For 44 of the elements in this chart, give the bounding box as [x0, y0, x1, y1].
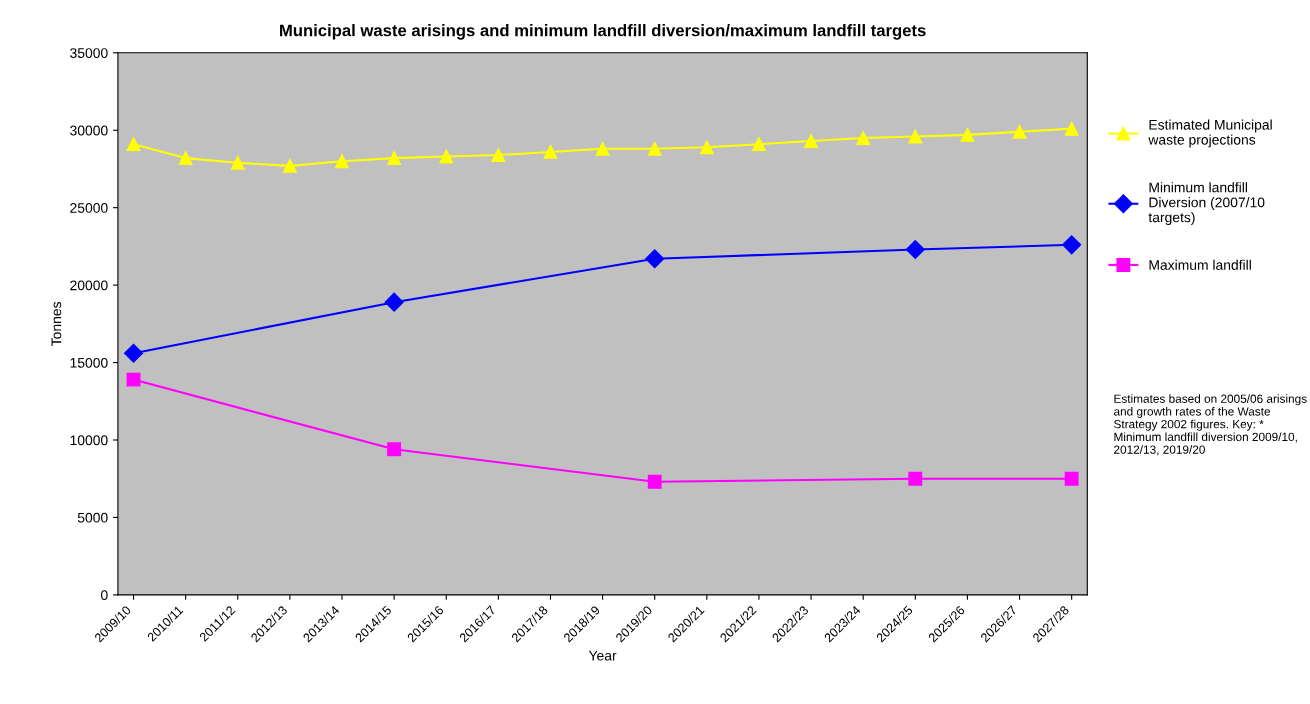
point	[752, 137, 766, 152]
x-axis-title: Year	[588, 650, 617, 661]
y-tick-label: 25000	[70, 203, 108, 213]
legend-label: Minimum landfill Diversion (2007/10 targets)	[1148, 182, 1265, 225]
point	[647, 474, 662, 489]
y-tick-label: 0	[101, 590, 108, 601]
point	[1064, 121, 1079, 136]
point	[1064, 471, 1079, 486]
point	[439, 149, 454, 164]
point	[960, 127, 975, 142]
y-tick-label: 20000	[70, 280, 108, 291]
point	[384, 292, 404, 312]
y-tick-label: 10000	[70, 435, 108, 446]
point	[178, 151, 193, 166]
point	[804, 134, 819, 149]
point	[543, 144, 558, 159]
point	[856, 131, 871, 145]
point	[908, 129, 923, 144]
chart-title: Municipal waste arisings and minimum landfill diversion/maximum landfill targets	[280, 24, 926, 40]
point	[230, 155, 245, 170]
y-tick-label: 15000	[70, 357, 108, 368]
point	[335, 154, 349, 169]
point	[699, 140, 714, 155]
point	[645, 249, 665, 269]
y-tick-label: 35000	[70, 48, 108, 58]
point	[491, 148, 506, 162]
point	[905, 239, 925, 260]
legend-label: Estimated Municipal waste projections	[1148, 119, 1272, 148]
point	[387, 442, 402, 457]
y-tick-label: 30000	[70, 125, 108, 136]
legend-label: Maximum landfill	[1149, 259, 1251, 270]
point	[595, 141, 610, 156]
point	[124, 343, 144, 363]
point	[282, 158, 297, 173]
text: Estimates based on 2005/06 arisings and growth rates of the Waste Strategy 2002 figures. Key: * Minimum landfill diversion 2009/10, 2012/13, 2019/20	[1114, 394, 1307, 456]
point	[1062, 235, 1082, 255]
point	[647, 141, 662, 156]
point	[126, 137, 141, 152]
y-axis-title: Tonnes	[51, 301, 62, 346]
point	[908, 471, 923, 486]
point	[126, 372, 141, 387]
point	[387, 151, 402, 166]
y-tick-label: 5000	[77, 512, 108, 523]
point	[1012, 124, 1027, 139]
